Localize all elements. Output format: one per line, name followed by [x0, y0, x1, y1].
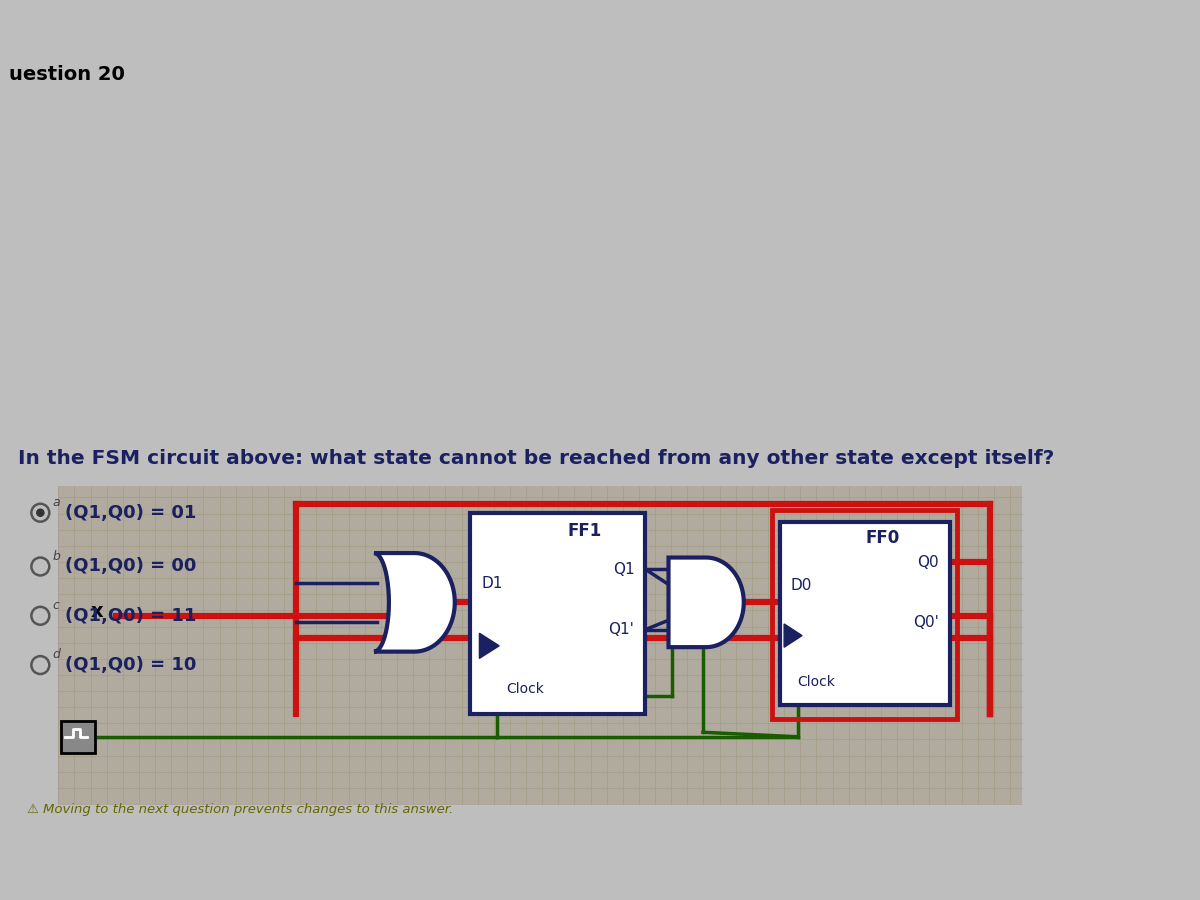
Polygon shape	[784, 624, 802, 647]
FancyBboxPatch shape	[61, 721, 95, 753]
Text: D1: D1	[481, 576, 503, 590]
Text: D0: D0	[791, 579, 811, 593]
Polygon shape	[668, 557, 744, 647]
Text: (Q1,Q0) = 00: (Q1,Q0) = 00	[65, 557, 196, 575]
Text: ⚠ Moving to the next question prevents changes to this answer.: ⚠ Moving to the next question prevents c…	[26, 803, 454, 815]
Polygon shape	[480, 634, 499, 658]
Text: c: c	[53, 599, 60, 612]
Text: (Q1,Q0) = 11: (Q1,Q0) = 11	[65, 607, 196, 625]
Text: Q1: Q1	[613, 562, 635, 577]
Text: FF0: FF0	[865, 529, 900, 547]
Text: Clock: Clock	[798, 675, 835, 689]
Polygon shape	[374, 554, 455, 652]
Text: Q0': Q0'	[913, 616, 940, 630]
Text: d: d	[53, 649, 61, 662]
FancyBboxPatch shape	[59, 486, 1021, 804]
Text: (Q1,Q0) = 01: (Q1,Q0) = 01	[65, 504, 196, 522]
Text: Q1': Q1'	[608, 622, 635, 637]
Circle shape	[37, 509, 44, 517]
Text: FF1: FF1	[568, 522, 602, 540]
Text: Clock: Clock	[506, 682, 544, 697]
FancyBboxPatch shape	[780, 522, 950, 706]
Text: b: b	[53, 550, 61, 562]
FancyBboxPatch shape	[470, 513, 646, 715]
Text: In the FSM circuit above: what state cannot be reached from any other state exce: In the FSM circuit above: what state can…	[18, 449, 1054, 468]
Text: Q0: Q0	[918, 554, 940, 570]
Text: x: x	[90, 602, 103, 621]
Text: (Q1,Q0) = 10: (Q1,Q0) = 10	[65, 656, 196, 674]
Text: a: a	[53, 496, 60, 509]
Text: uestion 20: uestion 20	[8, 65, 125, 84]
